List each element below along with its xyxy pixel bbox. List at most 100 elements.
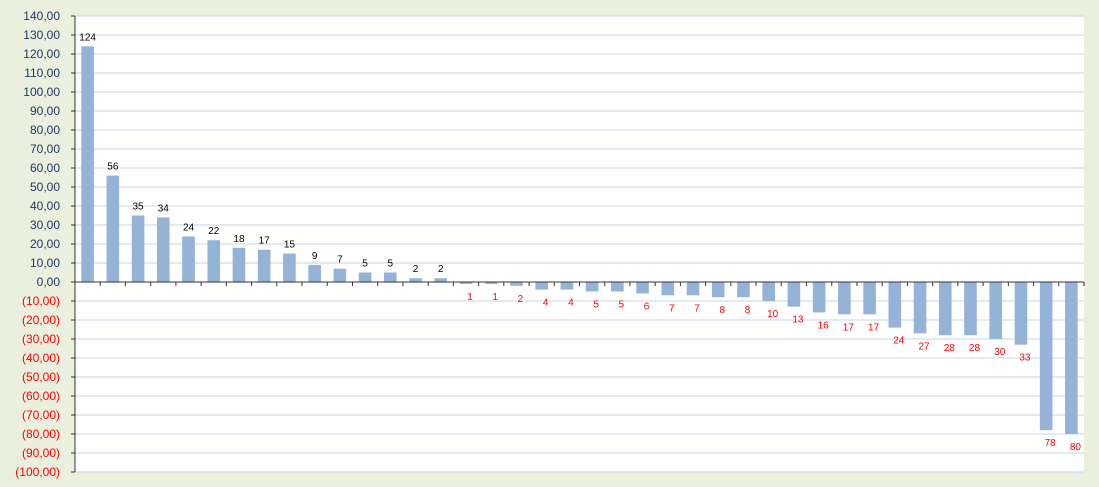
data-label: 33 (1019, 353, 1031, 364)
bar (964, 282, 977, 336)
bar (156, 217, 170, 282)
y-tick-label: 70,00 (30, 142, 60, 156)
y-tick-label: (60,00) (22, 389, 60, 403)
data-label: 4 (568, 298, 574, 309)
bar (585, 282, 599, 292)
bar (484, 282, 498, 284)
bar (611, 282, 624, 292)
data-label: 7 (694, 303, 700, 314)
bar (308, 264, 321, 282)
bar (182, 236, 195, 282)
data-label: 35 (133, 202, 145, 213)
y-tick-label: (20,00) (22, 313, 60, 327)
data-label: 15 (284, 240, 296, 251)
bar (535, 282, 548, 290)
data-label: 2 (438, 264, 444, 275)
y-tick-label: 40,00 (30, 199, 60, 213)
data-label: 17 (843, 322, 855, 333)
y-tick-label: 60,00 (30, 161, 60, 175)
data-label: 34 (158, 203, 170, 214)
y-axis-tick-labels: 140,00 130,00 120,00 110,00 100,00 90,00 80,00… (15, 9, 75, 479)
data-label: 13 (792, 315, 804, 326)
bar (434, 278, 448, 282)
data-label: 1 (492, 292, 498, 303)
y-tick-label: 30,00 (30, 218, 60, 232)
data-label: 24 (183, 222, 195, 233)
bar (838, 282, 851, 315)
bar (384, 272, 397, 282)
data-label: 27 (918, 341, 930, 352)
x-axis-ticks (99, 282, 1085, 286)
bar (938, 282, 952, 336)
bar (989, 282, 1003, 339)
data-label: 7 (669, 303, 675, 314)
y-tick-label: 110,00 (24, 66, 60, 80)
data-label: 5 (619, 300, 625, 311)
bar (257, 249, 271, 282)
y-tick-label: (30,00) (22, 332, 60, 346)
y-tick-label: 0,00 (37, 275, 61, 289)
data-label: 56 (107, 162, 119, 173)
y-tick-label: 80,00 (30, 123, 60, 137)
bar (1039, 282, 1053, 431)
data-label: 78 (1045, 438, 1057, 449)
bar (81, 46, 94, 283)
y-tick-label: 100,00 (23, 85, 60, 99)
data-label: 22 (208, 226, 220, 237)
bar (131, 215, 145, 282)
bar (812, 282, 826, 313)
y-tick-label: (90,00) (22, 446, 60, 460)
bars (81, 46, 1078, 434)
data-label: 17 (868, 322, 880, 333)
y-tick-label: 90,00 (30, 104, 60, 118)
y-tick-label: 50,00 (30, 180, 60, 194)
data-label: 17 (259, 236, 271, 247)
y-tick-label: 20,00 (30, 237, 60, 251)
y-tick-label: (40,00) (22, 351, 60, 365)
y-tick-label: (50,00) (22, 370, 60, 384)
bar (636, 282, 649, 294)
bar (459, 282, 473, 284)
bar (711, 282, 725, 298)
data-label: 2 (518, 294, 524, 305)
data-label: 7 (337, 255, 343, 266)
bar (358, 272, 372, 282)
bar (283, 253, 296, 282)
bar (207, 240, 221, 282)
bar (913, 282, 927, 334)
data-label: 80 (1070, 442, 1082, 453)
data-label: 124 (79, 32, 96, 43)
data-label: 5 (593, 300, 599, 311)
data-label: 8 (719, 305, 725, 316)
y-tick-label: (80,00) (22, 427, 60, 441)
bar (510, 282, 523, 286)
data-label: 28 (969, 343, 981, 354)
data-label: 18 (233, 234, 245, 245)
bar (863, 282, 876, 315)
gridlines (75, 15, 1084, 473)
y-tick-label: 10,00 (30, 256, 60, 270)
bar (232, 247, 246, 282)
bar (737, 282, 750, 298)
data-label: 10 (767, 309, 779, 320)
data-label: 4 (543, 298, 549, 309)
y-tick-label: 120,00 (23, 47, 60, 61)
y-tick-label: 140,00 (23, 9, 60, 23)
data-label: 30 (994, 347, 1006, 358)
bar (888, 282, 902, 328)
data-label: 9 (312, 251, 318, 262)
bar (686, 282, 700, 296)
data-label: 2 (413, 264, 419, 275)
bar (661, 282, 675, 296)
data-label: 16 (818, 320, 830, 331)
data-label: 5 (362, 259, 368, 270)
data-label: 1 (467, 292, 473, 303)
bar (1065, 282, 1078, 434)
bar (409, 278, 422, 282)
data-label: 24 (893, 336, 905, 347)
data-label: 8 (745, 305, 751, 316)
y-tick-label: (10,00) (22, 294, 60, 308)
data-label: 28 (944, 343, 956, 354)
